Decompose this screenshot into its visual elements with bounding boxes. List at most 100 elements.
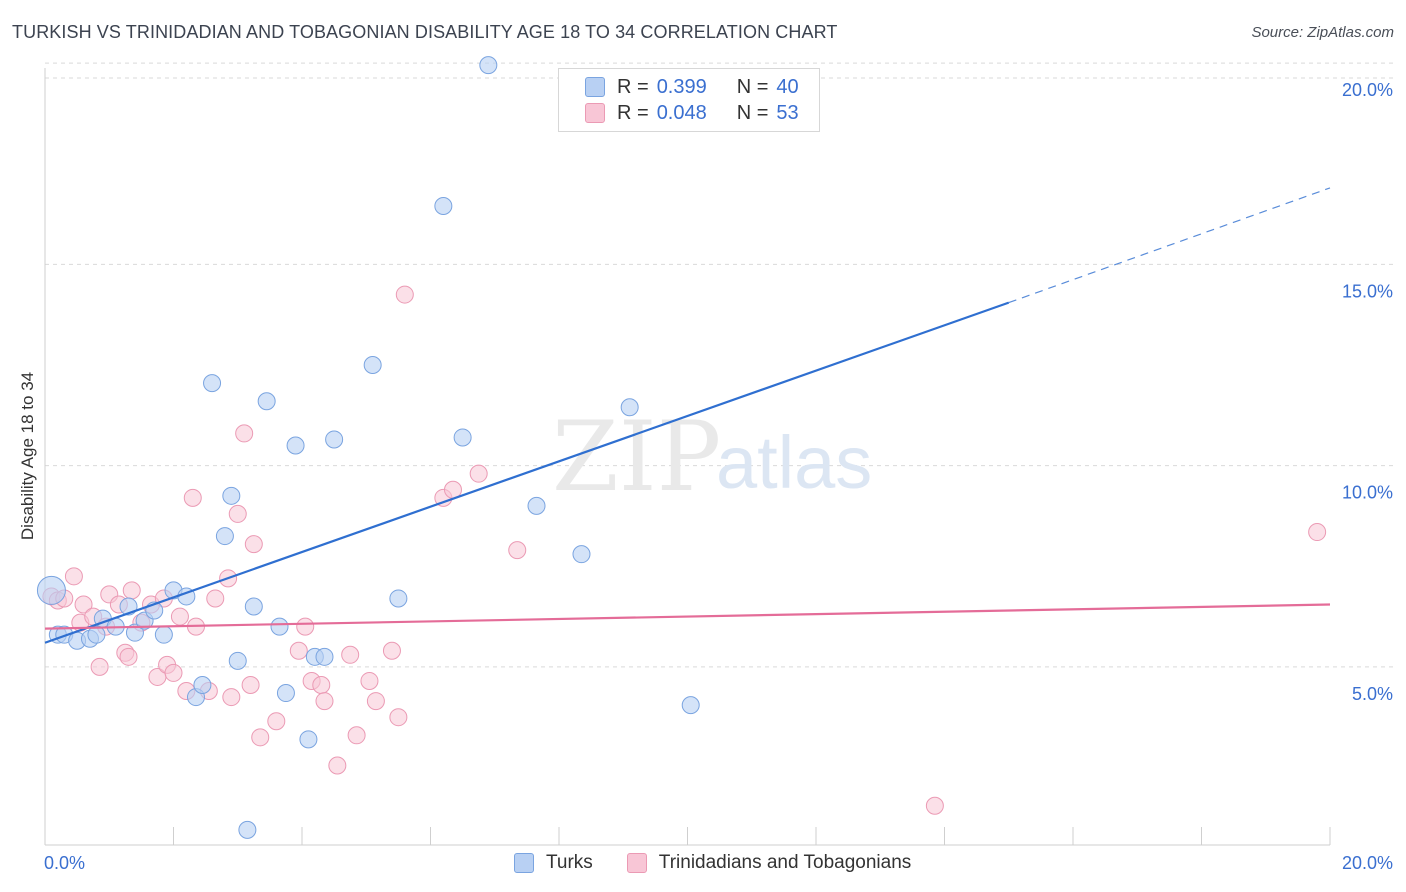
y-tick-label: 15.0% (1342, 281, 1393, 301)
trini-point (1308, 523, 1327, 542)
turks-point (125, 623, 144, 642)
trini-point (360, 671, 379, 690)
turks-point (389, 589, 408, 608)
trini-point (222, 688, 241, 707)
y-axis-label: Disability Age 18 to 34 (18, 371, 37, 541)
legend-row-turks: R = 0.399 N = 40 (585, 74, 799, 100)
trini-point (341, 645, 360, 664)
trini-point (244, 535, 263, 554)
turks-n-value: 40 (776, 75, 799, 98)
turks-point (286, 436, 305, 455)
turks-swatch (585, 77, 605, 97)
trini-point (389, 708, 408, 727)
turks-point (572, 545, 591, 564)
trini-point (74, 595, 93, 614)
trini-point (251, 728, 270, 747)
trini-point (315, 692, 334, 711)
trini-r-label: R = (617, 101, 649, 124)
trini-point (347, 726, 366, 745)
turks-point (203, 374, 222, 393)
trini-point (366, 692, 385, 711)
trini-point (241, 675, 260, 694)
x-tick-label: 0.0% (44, 853, 85, 873)
series-legend: Turks Trinidadians and Tobagonians (514, 852, 945, 874)
turks-point (527, 496, 546, 515)
trini-point (289, 641, 308, 660)
watermark-atlas: atlas (716, 421, 872, 504)
legend-item-turks: Turks (514, 852, 593, 874)
trini-point (508, 541, 527, 560)
y-tick-label: 5.0% (1352, 684, 1393, 704)
y-tick-label: 10.0% (1342, 483, 1393, 503)
trini-legend-label: Trinidadians and Tobagonians (658, 852, 912, 873)
turks-r-label: R = (617, 75, 649, 98)
turks-n-label: N = (736, 75, 769, 98)
turks-point (215, 527, 234, 546)
turks-point (154, 625, 173, 644)
trini-n-value: 53 (776, 101, 799, 124)
source-label: Source: ZipAtlas.com (1251, 24, 1394, 41)
trini-legend-swatch (626, 853, 647, 873)
turks-legend-label: Turks (546, 852, 593, 873)
trini-point (64, 567, 83, 586)
turks-point (222, 486, 241, 505)
turks-point (244, 597, 263, 616)
turks-point (87, 625, 106, 644)
turks-trend-extension (1008, 187, 1331, 304)
turks-point (325, 430, 344, 449)
trini-point (267, 712, 286, 731)
trini-point (228, 504, 247, 523)
trini-point (170, 607, 189, 626)
turks-point (36, 575, 66, 605)
turks-point (270, 617, 289, 636)
trini-point (235, 424, 254, 443)
turks-point (257, 392, 276, 411)
trini-point (164, 663, 183, 682)
chart-title: TURKISH VS TRINIDADIAN AND TOBAGONIAN DI… (12, 22, 838, 42)
watermark: ZIP atlas (552, 401, 872, 513)
trini-point (122, 581, 141, 600)
tick-labels: 5.0% 10.0% 15.0% 20.0% 0.0% 20.0% (44, 80, 1393, 873)
trini-trend-line (44, 603, 1331, 630)
turks-point (193, 675, 212, 694)
y-tick-label: 20.0% (1342, 80, 1393, 100)
trini-point (382, 641, 401, 660)
turks-point (276, 684, 295, 703)
turks-point (238, 820, 257, 839)
grid-lines (45, 62, 1395, 668)
trini-point (206, 589, 225, 608)
trini-swatch (585, 103, 605, 123)
trini-point (183, 488, 202, 507)
turks-r-value: 0.399 (656, 75, 707, 98)
turks-trend-line (44, 301, 1010, 644)
turks-point (681, 696, 700, 715)
trini-point (328, 756, 347, 775)
trini-point (469, 464, 488, 483)
trini-points (42, 285, 1327, 815)
turks-legend-swatch (514, 853, 534, 873)
legend-item-trini: Trinidadians and Tobagonians (626, 852, 912, 874)
trini-point (296, 617, 315, 636)
turks-point (363, 356, 382, 374)
trini-point (925, 796, 944, 815)
turks-point (228, 651, 247, 670)
trini-r-value: 0.048 (656, 101, 707, 124)
turks-point (434, 197, 453, 216)
turks-point (315, 647, 334, 666)
trini-point (90, 657, 109, 676)
legend-row-trini: R = 0.048 N = 53 (585, 100, 799, 126)
axes (44, 68, 1331, 846)
trend-lines (44, 187, 1331, 644)
x-tick-label: 20.0% (1342, 853, 1393, 873)
trini-point (395, 285, 414, 304)
watermark-zip: ZIP (552, 401, 721, 513)
turks-point (299, 730, 318, 749)
trini-point (119, 647, 138, 666)
turks-point (479, 56, 498, 75)
trini-n-label: N = (736, 101, 769, 124)
turks-point (453, 428, 472, 447)
stats-legend: R = 0.399 N = 40 R = 0.048 N = 53 (558, 68, 820, 132)
turks-point (620, 398, 639, 417)
trini-point (312, 675, 331, 694)
